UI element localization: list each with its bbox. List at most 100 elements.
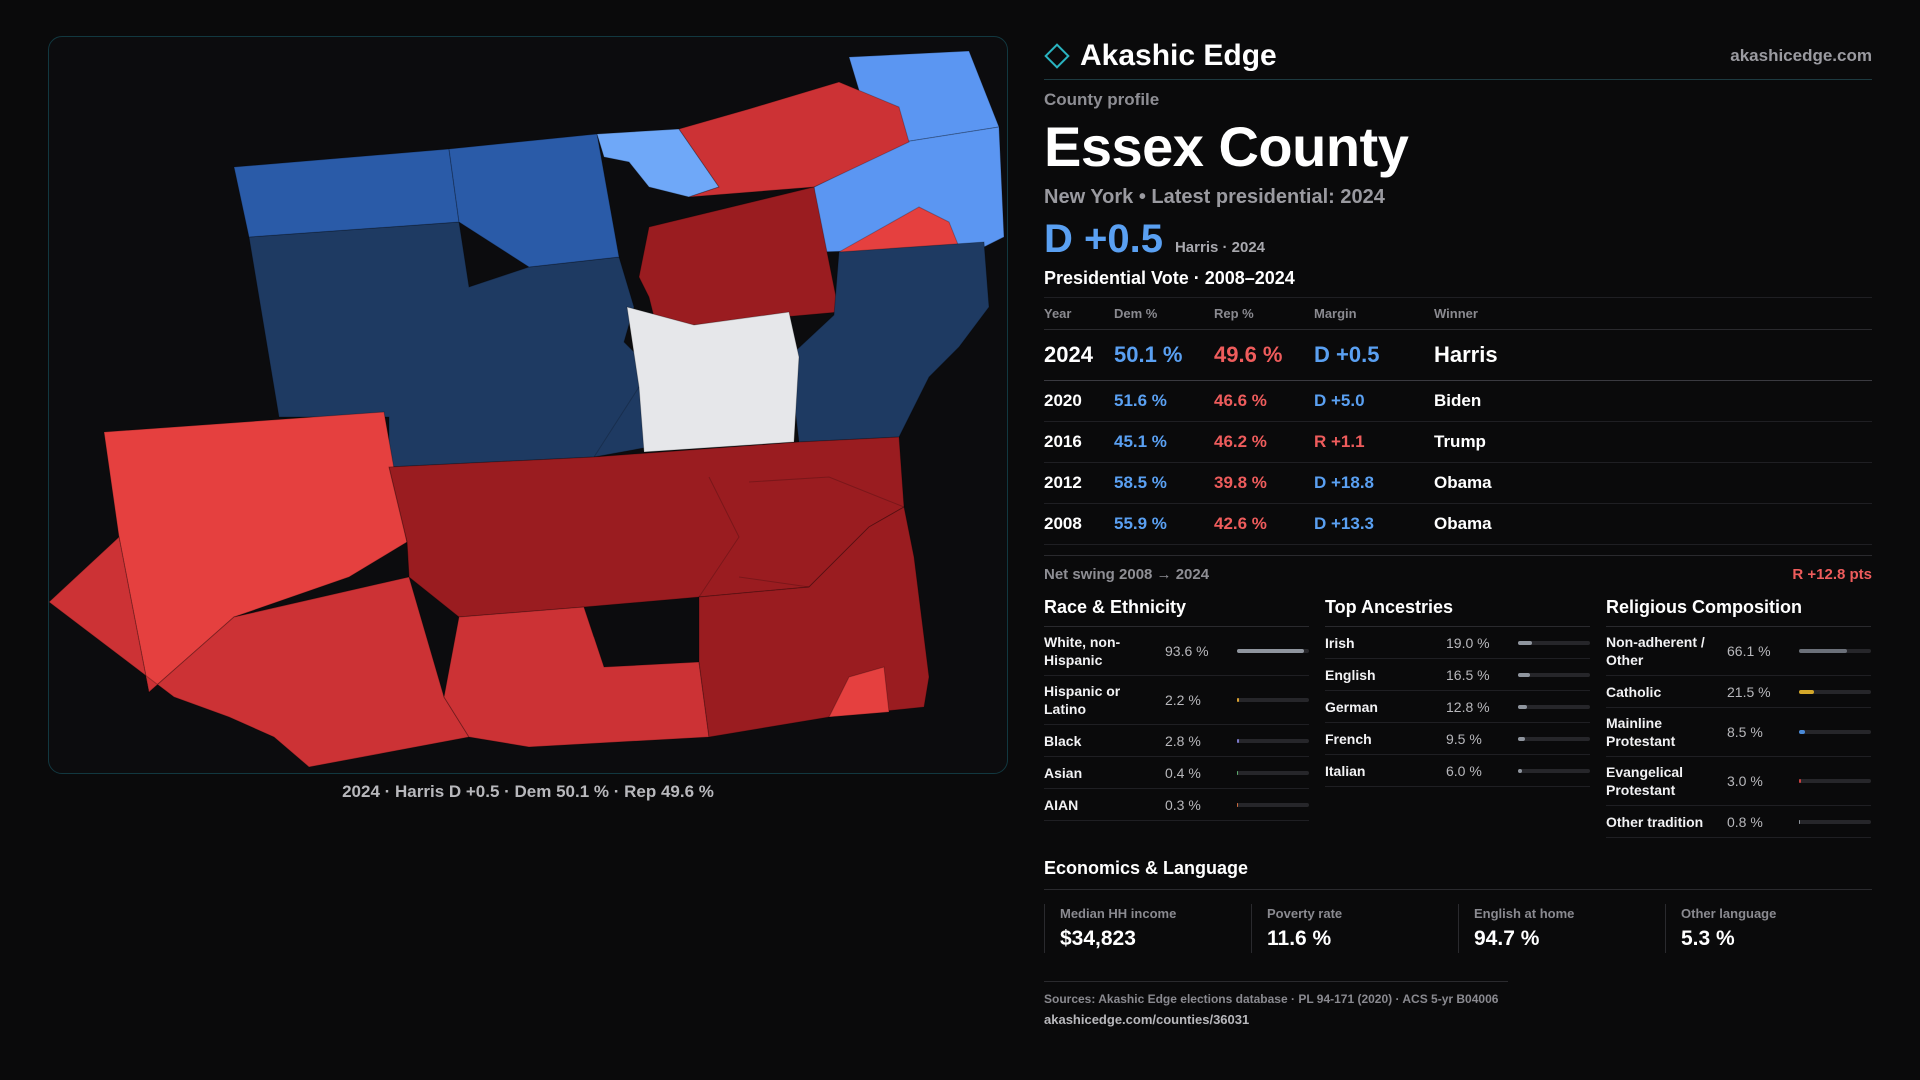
vote-margin: D +18.8 [1314, 462, 1434, 504]
brand-logo-icon [1044, 42, 1070, 69]
race-row: AIAN 0.3 % [1044, 789, 1309, 821]
ancestry-bar-fill [1518, 768, 1523, 773]
race-bar-fill [1237, 698, 1239, 702]
race-bar [1237, 698, 1309, 702]
religion-section-title: Religious Composition [1606, 597, 1871, 627]
net-swing-row: Net swing 2008 → 2024 R +12.8 pts [1044, 555, 1872, 583]
economics-stat-value: 94.7 % [1474, 927, 1540, 950]
race-label: Asian [1044, 764, 1083, 781]
vote-winner: Harris [1434, 329, 1872, 381]
race-value: 93.6 % [1165, 643, 1209, 659]
brand[interactable]: Akashic Edge [1044, 39, 1277, 73]
vote-year: 2008 [1044, 503, 1114, 545]
sources-footer: Sources: Akashic Edge elections database… [1044, 981, 1508, 1027]
vote-table-row: 2024 50.1 % 49.6 % D +0.5 Harris [1044, 329, 1872, 381]
ancestry-label: German [1325, 698, 1378, 715]
economics-stat-label: Median HH income [1060, 906, 1177, 921]
col-header-rep: Rep % [1214, 297, 1314, 330]
race-bar-fill [1237, 738, 1240, 743]
vote-winner: Trump [1434, 421, 1872, 463]
religion-bar [1799, 819, 1871, 824]
religion-value: 21.5 % [1727, 683, 1771, 700]
religion-row: Other tradition 0.8 % [1606, 806, 1871, 838]
map-region-town[interactable] [638, 186, 840, 338]
vote-table-row: 2016 45.1 % 46.2 % R +1.1 Trump [1044, 421, 1872, 463]
vote-dem-pct: 51.6 % [1114, 380, 1214, 422]
vote-year: 2024 [1044, 329, 1114, 381]
religion-bar-fill [1799, 730, 1806, 734]
map-region-town[interactable] [448, 133, 620, 268]
col-header-dem: Dem % [1114, 297, 1214, 330]
map-region-town[interactable] [626, 306, 800, 453]
ancestry-label: French [1325, 730, 1372, 747]
vote-table-row: 2020 51.6 % 46.6 % D +5.0 Biden [1044, 380, 1872, 422]
religion-bar [1799, 779, 1871, 783]
religion-bar-fill [1799, 649, 1847, 653]
county-profile-panel: Akashic Edge akashicedge.com County prof… [1044, 36, 1872, 1027]
brand-url-link[interactable]: akashicedge.com [1730, 45, 1872, 65]
race-bar [1237, 649, 1309, 653]
race-label: AIAN [1044, 796, 1079, 813]
vote-rep-pct: 39.8 % [1214, 462, 1314, 504]
net-swing-label: Net swing 2008 → 2024 [1044, 566, 1210, 583]
religion-row: Mainline Protestant 8.5 % [1606, 708, 1871, 757]
map-region-town[interactable] [103, 411, 408, 693]
map-region-town[interactable] [233, 148, 460, 238]
presidential-vote-table: Year Dem % Rep % Margin Winner 2024 50.1 … [1044, 297, 1872, 545]
ancestry-section-title: Top Ancestries [1325, 597, 1590, 627]
county-map[interactable] [48, 36, 1008, 774]
col-header-year: Year [1044, 297, 1114, 330]
map-region-town[interactable] [788, 241, 990, 443]
ancestry-bar [1518, 672, 1590, 677]
ancestry-row: Irish 19.0 % [1325, 627, 1590, 659]
headline-winner-year: Harris · 2024 [1174, 239, 1266, 256]
vote-rep-pct: 42.6 % [1214, 503, 1314, 545]
race-ethnicity-section: Race & Ethnicity White, non-Hispanic 93.6… [1044, 597, 1309, 838]
religion-row: Catholic 21.5 % [1606, 676, 1871, 708]
economics-stat: Poverty rate 11.6 % [1251, 904, 1458, 953]
ancestry-label: Irish [1325, 634, 1355, 651]
county-permalink[interactable]: akashicedge.com/counties/36031 [1044, 1012, 1250, 1027]
table-header-row: Year Dem % Rep % Margin Winner [1044, 297, 1872, 330]
religion-row: Evangelical Protestant 3.0 % [1606, 757, 1871, 806]
town-map-svg[interactable] [49, 37, 1008, 774]
vote-margin: D +5.0 [1314, 380, 1434, 422]
race-value: 0.3 % [1165, 796, 1201, 813]
race-row: Asian 0.4 % [1044, 757, 1309, 789]
vote-table-row: 2012 58.5 % 39.8 % D +18.8 Obama [1044, 462, 1872, 504]
vote-margin: D +13.3 [1314, 503, 1434, 545]
race-bar-fill [1237, 770, 1239, 775]
net-swing-value: R +12.8 pts [1792, 566, 1872, 583]
vote-dem-pct: 50.1 % [1114, 329, 1214, 381]
ancestry-row: German 12.8 % [1325, 691, 1590, 723]
religion-label: Evangelical Protestant [1606, 764, 1684, 798]
ancestry-label: Italian [1325, 762, 1366, 779]
religion-bar-fill [1799, 689, 1815, 694]
vote-dem-pct: 55.9 % [1114, 503, 1214, 545]
map-region-town[interactable] [828, 666, 890, 718]
sources-line: Sources: Akashic Edge elections database… [1044, 992, 1499, 1006]
race-bar-fill [1237, 649, 1305, 653]
ancestry-label: English [1325, 666, 1376, 683]
demographics-grid: Race & Ethnicity White, non-Hispanic 93.6… [1044, 597, 1872, 838]
ancestry-value: 16.5 % [1446, 666, 1490, 683]
ancestry-bar [1518, 736, 1590, 741]
map-region-town[interactable] [678, 81, 910, 198]
ancestry-row: English 16.5 % [1325, 659, 1590, 691]
religion-value: 8.5 % [1727, 724, 1763, 740]
economics-stat-value: 11.6 % [1267, 927, 1332, 950]
vote-rep-pct: 49.6 % [1214, 329, 1314, 381]
religion-label: Other tradition [1606, 813, 1704, 830]
profile-eyebrow: County profile [1044, 90, 1160, 109]
map-region-town[interactable] [443, 606, 710, 748]
economics-section-title: Economics & Language [1044, 858, 1872, 890]
vote-year: 2020 [1044, 380, 1114, 422]
ancestry-bar [1518, 704, 1590, 709]
vote-dem-pct: 45.1 % [1114, 421, 1214, 463]
religion-value: 3.0 % [1727, 773, 1763, 789]
ancestry-value: 6.0 % [1446, 762, 1482, 779]
race-label: White, non-Hispanic [1044, 634, 1121, 668]
religion-section: Religious Composition Non-adherent / Oth… [1606, 597, 1871, 838]
col-header-winner: Winner [1434, 297, 1872, 330]
vote-margin: R +1.1 [1314, 421, 1434, 463]
